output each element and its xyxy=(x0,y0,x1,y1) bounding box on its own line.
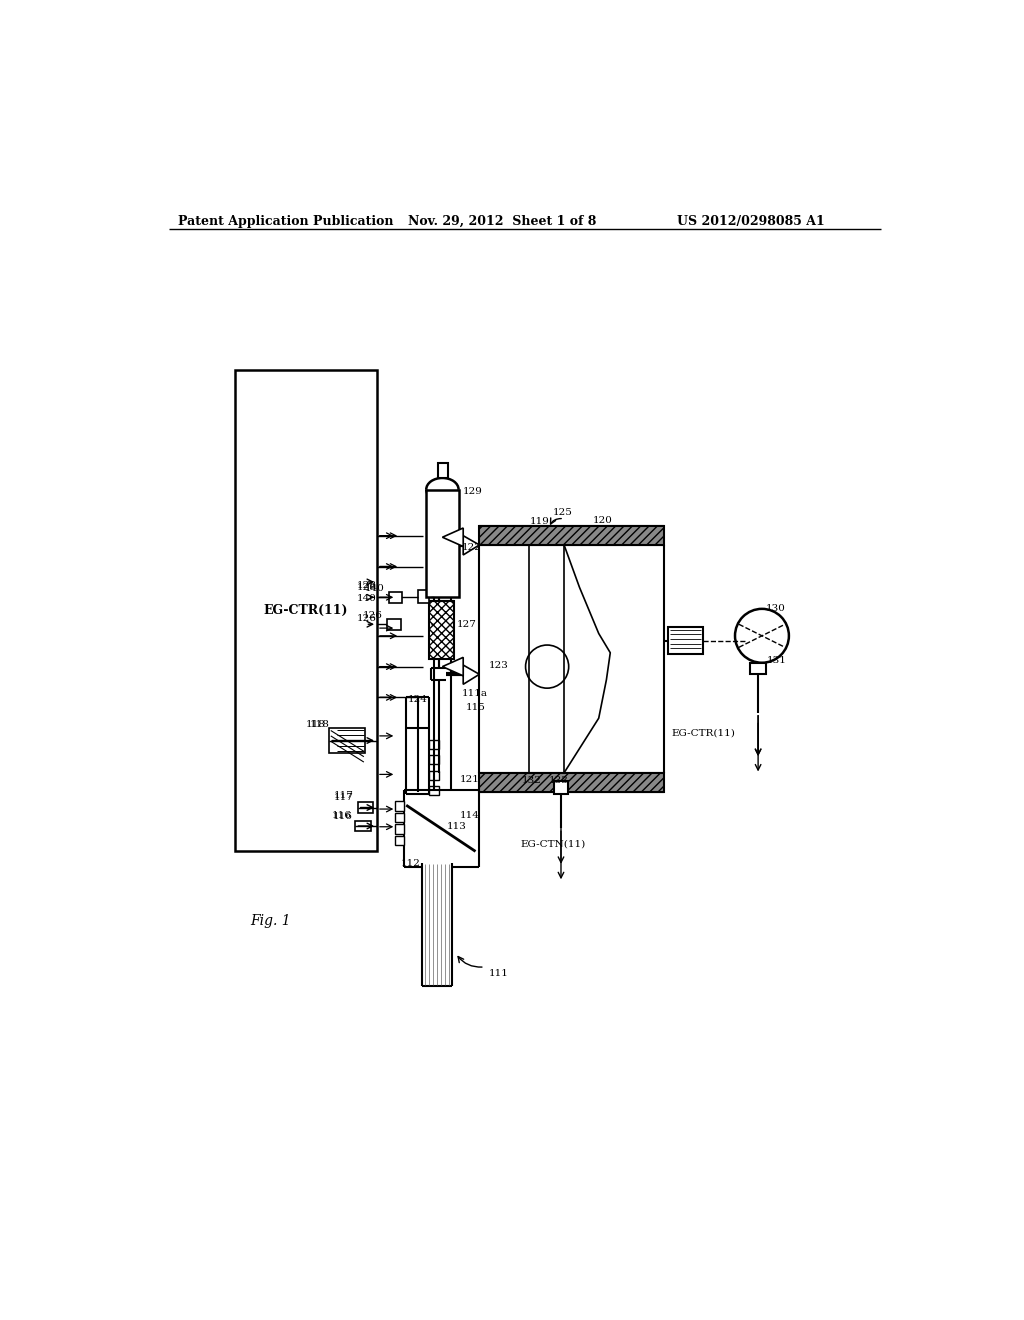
Polygon shape xyxy=(442,657,463,676)
Text: 118: 118 xyxy=(309,719,330,729)
Text: 129: 129 xyxy=(463,487,483,495)
Bar xyxy=(418,590,429,603)
Text: US 2012/0298085 A1: US 2012/0298085 A1 xyxy=(677,215,825,228)
Text: 115: 115 xyxy=(466,704,486,711)
Bar xyxy=(387,619,400,630)
Text: 128: 128 xyxy=(357,581,377,590)
Bar xyxy=(429,785,438,795)
Text: 111: 111 xyxy=(488,969,509,978)
Bar xyxy=(429,739,438,748)
Text: 116: 116 xyxy=(332,810,351,820)
Text: 119: 119 xyxy=(529,517,549,527)
Bar xyxy=(394,813,403,822)
Bar xyxy=(394,825,403,834)
Text: 130: 130 xyxy=(766,605,785,614)
Text: 121: 121 xyxy=(460,775,480,784)
Bar xyxy=(429,755,438,764)
Text: 117: 117 xyxy=(334,792,354,800)
Polygon shape xyxy=(463,665,479,684)
Text: 112: 112 xyxy=(401,859,421,869)
Text: 116: 116 xyxy=(333,812,352,821)
Text: 131: 131 xyxy=(767,656,786,665)
Bar xyxy=(394,801,403,810)
Text: 111a: 111a xyxy=(462,689,487,698)
Text: 126: 126 xyxy=(357,614,377,623)
Text: 122: 122 xyxy=(462,543,481,552)
Text: 132: 132 xyxy=(521,776,542,785)
Text: EG-CTR(11): EG-CTR(11) xyxy=(263,605,348,618)
Polygon shape xyxy=(442,528,463,546)
Text: EG-CTN(11): EG-CTN(11) xyxy=(521,840,586,849)
Bar xyxy=(751,663,766,675)
Bar xyxy=(429,601,454,659)
Text: 123: 123 xyxy=(488,660,509,669)
Bar xyxy=(234,370,377,851)
Text: 133: 133 xyxy=(549,776,568,785)
Bar xyxy=(668,627,702,655)
Text: Patent Application Publication: Patent Application Publication xyxy=(178,215,394,228)
Text: 125: 125 xyxy=(553,508,572,517)
Bar xyxy=(394,836,403,845)
Text: 114: 114 xyxy=(460,810,480,820)
Bar xyxy=(479,525,665,545)
Polygon shape xyxy=(463,536,479,554)
Text: 118: 118 xyxy=(305,719,326,729)
Bar xyxy=(355,821,371,832)
Bar xyxy=(429,771,438,780)
Text: 117: 117 xyxy=(334,793,354,803)
Text: 120: 120 xyxy=(593,516,612,525)
Text: Nov. 29, 2012  Sheet 1 of 8: Nov. 29, 2012 Sheet 1 of 8 xyxy=(408,215,596,228)
Text: 124: 124 xyxy=(408,696,428,704)
Text: 127: 127 xyxy=(457,620,477,628)
Text: 140: 140 xyxy=(357,594,377,603)
Bar xyxy=(426,490,459,598)
Bar xyxy=(438,462,447,478)
Text: Fig. 1: Fig. 1 xyxy=(250,913,291,928)
Text: 128: 128 xyxy=(357,583,377,591)
Bar xyxy=(388,591,402,603)
Text: EG-CTR(11): EG-CTR(11) xyxy=(671,729,735,738)
Text: 140: 140 xyxy=(365,583,385,593)
Bar xyxy=(554,780,568,795)
Text: 113: 113 xyxy=(447,822,467,832)
Bar xyxy=(479,774,665,792)
Bar xyxy=(357,803,373,813)
Bar xyxy=(330,729,366,752)
Text: 126: 126 xyxy=(364,611,383,619)
